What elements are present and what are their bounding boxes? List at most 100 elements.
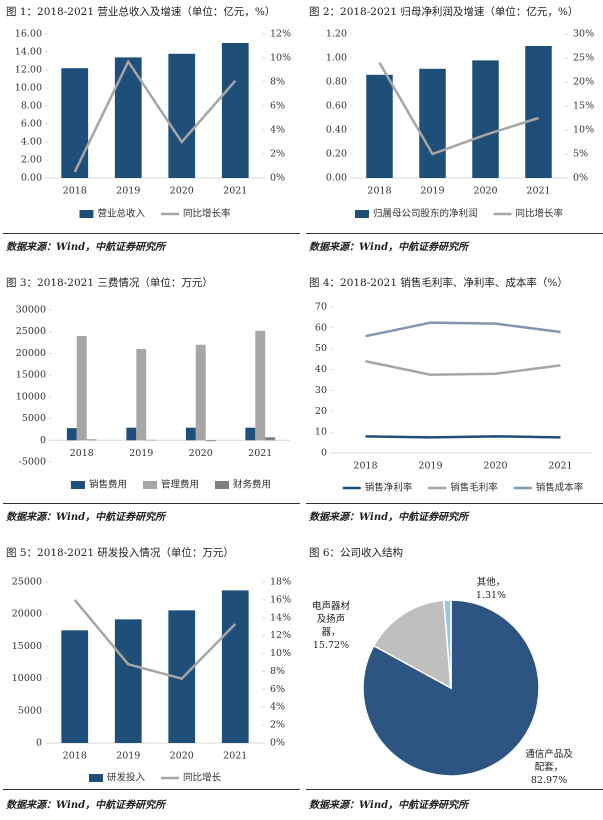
y-tick-label: 16.00 bbox=[15, 29, 42, 40]
bar bbox=[86, 439, 97, 441]
legend: 销售费用 管理费用 财务费用 bbox=[70, 479, 271, 491]
bar bbox=[221, 43, 249, 178]
y-tick-label: 0 bbox=[321, 448, 327, 459]
y-tick-label: 10000 bbox=[12, 673, 42, 684]
x-tick-label: 2018 bbox=[63, 186, 87, 197]
bar bbox=[66, 428, 77, 441]
x-tick-label: 2019 bbox=[116, 751, 140, 762]
line-series bbox=[365, 435, 561, 439]
y2-tick-label: 15% bbox=[573, 101, 594, 112]
x-tick-label: 2020 bbox=[170, 751, 194, 762]
y-tick-label: 0.80 bbox=[326, 77, 347, 88]
legend-swatch bbox=[88, 774, 103, 782]
legend-label: 同比增长 bbox=[183, 772, 222, 784]
y-tick-label: 10 bbox=[315, 427, 327, 438]
pie-slice bbox=[372, 599, 452, 690]
legend-label: 销售毛利率 bbox=[450, 482, 498, 494]
rule bbox=[306, 503, 603, 504]
line-series bbox=[365, 321, 561, 338]
legend-label: 归属母公司股东的净利润 bbox=[373, 208, 478, 220]
y-tick-label: 0.20 bbox=[326, 149, 347, 160]
legend: 研发投入 同比增长 bbox=[88, 772, 222, 784]
legend-label: 研发投入 bbox=[107, 772, 146, 784]
y2-tick-label: 12% bbox=[270, 630, 291, 641]
x-tick-label: 2021 bbox=[526, 186, 550, 197]
source-note: 数据来源：Wind，中航证券研究所 bbox=[6, 242, 166, 253]
x-tick-label: 2021 bbox=[548, 461, 572, 472]
legend-label: 销售成本率 bbox=[536, 482, 584, 494]
y2-tick-label: 8% bbox=[270, 666, 285, 677]
y-tick-label: -5000 bbox=[19, 457, 46, 468]
y-tick-label: 30 bbox=[315, 385, 327, 396]
y-tick-label: 0.60 bbox=[326, 101, 347, 112]
y-tick-label: 5000 bbox=[18, 705, 42, 716]
x-tick-label: 2020 bbox=[483, 461, 507, 472]
y-tick-label: 50 bbox=[315, 343, 327, 354]
bar bbox=[205, 440, 216, 442]
x-tick-label: 2018 bbox=[63, 751, 87, 762]
y2-tick-label: 4% bbox=[270, 125, 285, 136]
line-series bbox=[378, 62, 539, 156]
pie-value: 15.72% bbox=[312, 640, 350, 651]
bar bbox=[168, 53, 196, 178]
y2-tick-label: 6% bbox=[270, 684, 285, 695]
rule bbox=[3, 789, 300, 790]
source-note: 数据来源：Wind，中航证券研究所 bbox=[309, 800, 469, 811]
y-tick-label: 2.00 bbox=[21, 155, 42, 166]
y-tick-label: 30000 bbox=[16, 305, 46, 316]
y-tick-label: 0 bbox=[40, 435, 46, 446]
chart: 0 5000 10000 15000 20000 25000 0% 2% 4% 6% 8% 10% 12… bbox=[12, 577, 291, 784]
bar bbox=[185, 427, 196, 441]
bar bbox=[126, 427, 137, 441]
pie-label: 通信产品及配套， 82.97% bbox=[525, 748, 573, 787]
y2-tick-label: 5% bbox=[573, 149, 588, 160]
y2-tick-label: 10% bbox=[270, 53, 291, 64]
y-tick-label: 25000 bbox=[12, 577, 42, 588]
figure-caption: 图 1：2018-2021 营业总收入及增速（单位：亿元，%） bbox=[6, 6, 276, 18]
legend-swatch bbox=[215, 481, 230, 489]
bar bbox=[195, 344, 206, 441]
x-tick-label: 2018 bbox=[353, 461, 377, 472]
y-tick-label: 14.00 bbox=[15, 47, 42, 58]
line-series bbox=[73, 599, 237, 680]
y-tick-label: 12.00 bbox=[15, 65, 42, 76]
figure-caption: 图 3：2018-2021 三费情况（单位：万元） bbox=[6, 277, 213, 289]
source-note: 数据来源：Wind，中航证券研究所 bbox=[6, 512, 166, 523]
y-tick-label: 1.20 bbox=[326, 29, 347, 40]
pie-category: 电声器材及扬声器， bbox=[311, 601, 350, 638]
y2-tick-label: 25% bbox=[573, 53, 594, 64]
x-tick-label: 2019 bbox=[418, 461, 442, 472]
y-tick-label: 0.00 bbox=[21, 173, 42, 184]
x-tick-label: 2021 bbox=[223, 751, 247, 762]
x-tick-label: 2021 bbox=[223, 186, 247, 197]
legend-label: 同比增长率 bbox=[183, 208, 231, 220]
rule bbox=[3, 233, 300, 234]
bar bbox=[76, 336, 87, 441]
chart: 0.00 0.20 0.40 0.60 0.80 1.00 1.20 0% 5% 10% 15% 20… bbox=[326, 29, 594, 220]
legend-label: 管理费用 bbox=[161, 479, 199, 491]
y2-tick-label: 30% bbox=[573, 29, 594, 40]
x-tick-label: 2021 bbox=[248, 448, 272, 459]
bar bbox=[366, 74, 393, 178]
y-tick-label: 15000 bbox=[16, 370, 46, 381]
chart: -5000 0 5000 10000 15000 20000 25000 30000 2018 2… bbox=[16, 305, 290, 491]
y-tick-label: 0.00 bbox=[326, 173, 347, 184]
y2-tick-label: 4% bbox=[270, 702, 285, 713]
legend-label: 营业总收入 bbox=[97, 208, 145, 220]
rule bbox=[306, 233, 603, 234]
rule bbox=[306, 789, 603, 790]
bar bbox=[525, 46, 552, 178]
y2-tick-label: 18% bbox=[270, 577, 291, 588]
figure-caption: 图 4：2018-2021 销售毛利率、净利率、成本率（%） bbox=[309, 277, 568, 289]
y-tick-label: 20 bbox=[315, 406, 327, 417]
y2-tick-label: 10% bbox=[270, 648, 291, 659]
y-tick-label: 15000 bbox=[12, 641, 42, 652]
y2-tick-label: 12% bbox=[270, 29, 291, 40]
x-tick-label: 2019 bbox=[129, 448, 153, 459]
legend-swatch bbox=[79, 210, 94, 218]
pie-label: 电声器材及扬声器， 15.72% bbox=[309, 600, 353, 652]
pie-category: 其他， bbox=[476, 577, 506, 588]
legend-label: 同比增长率 bbox=[516, 208, 564, 220]
y-tick-label: 10.00 bbox=[15, 83, 42, 94]
pie-value: 1.31% bbox=[475, 590, 507, 601]
